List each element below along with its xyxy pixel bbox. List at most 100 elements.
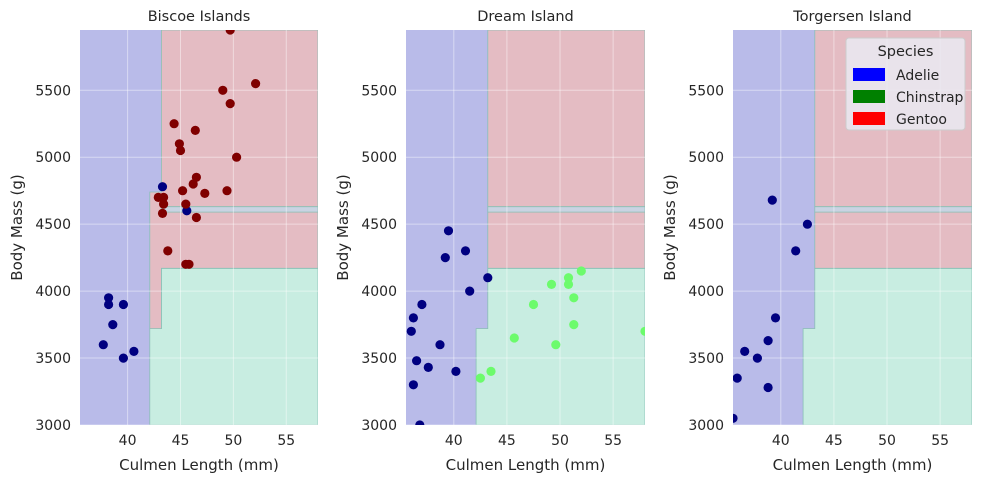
data-point-gentoo [251, 79, 261, 89]
legend-swatch-gentoo [853, 112, 885, 125]
x-axis-label: Culmen Length (mm) [119, 456, 279, 474]
data-point-gentoo [178, 186, 188, 196]
y-tick-label: 5500 [688, 83, 724, 99]
y-tick-label: 5500 [361, 83, 397, 99]
data-point-adelie [412, 356, 422, 366]
data-point-gentoo [222, 186, 232, 196]
y-tick-label: 4000 [688, 284, 724, 300]
data-point-gentoo [191, 212, 201, 223]
data-point-chinstrap [475, 373, 485, 383]
data-point-gentoo [200, 188, 210, 198]
y-tick-label: 4500 [361, 217, 397, 233]
y-tick-label: 5000 [361, 150, 397, 166]
data-point-adelie [435, 340, 445, 350]
legend-label-adelie: Adelie [896, 68, 939, 84]
data-point-adelie [406, 326, 416, 336]
region-gentoo [814, 211, 972, 269]
data-point-adelie [104, 293, 114, 303]
data-point-gentoo [225, 99, 235, 109]
data-point-gentoo [163, 246, 173, 256]
data-point-gentoo [175, 145, 186, 156]
y-axis-label: Body Mass (g) [661, 174, 679, 280]
y-tick-label: 4000 [35, 284, 71, 300]
x-tick-label: 55 [604, 433, 622, 449]
data-point-adelie [415, 420, 425, 425]
region-gentoo-upper [487, 30, 645, 208]
x-tick-label: 40 [445, 433, 463, 449]
data-point-adelie [157, 182, 168, 192]
data-point-adelie [763, 382, 773, 393]
region-chinstrap [802, 267, 972, 425]
data-point-chinstrap [563, 273, 574, 283]
data-point-adelie [740, 346, 750, 356]
data-point-chinstrap [569, 320, 579, 330]
y-tick-label: 3000 [361, 418, 397, 434]
region-chinstrap [149, 267, 318, 425]
data-point-gentoo [184, 259, 194, 269]
panel-title: Dream Island [477, 9, 574, 25]
data-point-gentoo [190, 125, 200, 135]
y-tick-label: 3500 [688, 351, 724, 367]
data-point-gentoo [181, 199, 191, 209]
data-point-adelie [118, 299, 128, 310]
region-boundary-strip [814, 206, 972, 213]
data-point-gentoo [169, 119, 179, 129]
y-tick-label: 4500 [35, 217, 71, 233]
y-tick-label: 5500 [35, 83, 71, 99]
x-tick-label: 50 [551, 433, 569, 449]
data-point-adelie [408, 380, 418, 390]
data-point-gentoo [157, 208, 168, 218]
panel-title: Biscoe Islands [148, 9, 251, 25]
data-point-adelie [451, 366, 461, 376]
y-tick-label: 4000 [361, 284, 397, 300]
legend-label-chinstrap: Chinstrap [896, 90, 964, 106]
x-tick-label: 45 [498, 433, 516, 449]
data-point-gentoo [218, 85, 228, 95]
data-point-adelie [417, 299, 427, 310]
data-point-adelie [802, 219, 813, 229]
legend-box [845, 37, 966, 131]
x-tick-label: 50 [878, 433, 896, 449]
plot-area [80, 30, 318, 425]
data-point-gentoo [191, 172, 201, 182]
x-tick-label: 40 [119, 433, 137, 449]
data-point-chinstrap [509, 333, 519, 343]
data-point-adelie [408, 313, 418, 323]
data-point-adelie [98, 340, 108, 350]
y-tick-label: 5000 [688, 150, 724, 166]
data-point-adelie [733, 413, 738, 423]
data-point-chinstrap [551, 340, 561, 350]
legend-title: Species [878, 44, 934, 60]
x-tick-label: 55 [277, 433, 295, 449]
plot-area [406, 30, 645, 425]
data-point-adelie [129, 346, 139, 356]
x-axis-label: Culmen Length (mm) [773, 456, 933, 474]
panel-title: Torgersen Island [792, 9, 911, 25]
data-point-adelie [440, 253, 450, 263]
y-tick-label: 3500 [361, 351, 397, 367]
x-tick-label: 55 [931, 433, 949, 449]
data-point-adelie [763, 336, 773, 346]
data-point-adelie [483, 273, 493, 283]
data-point-adelie [460, 246, 471, 256]
data-point-adelie [443, 226, 454, 236]
data-point-adelie [733, 373, 742, 383]
y-tick-label: 4500 [688, 217, 724, 233]
data-point-adelie [791, 246, 801, 256]
legend: Species Adelie Chinstrap Gentoo [845, 37, 966, 131]
data-point-adelie [423, 362, 433, 372]
data-point-chinstrap [576, 266, 586, 276]
x-tick-label: 50 [224, 433, 242, 449]
region-boundary-strip [487, 206, 645, 213]
data-point-adelie [767, 195, 777, 205]
panel-1: 40 45 50 55 3000 3500 4000 4500 5000 5500 Biscoe I… [8, 9, 318, 474]
data-point-adelie [752, 353, 763, 363]
x-axis-label: Culmen Length (mm) [446, 456, 606, 474]
data-point-chinstrap [640, 326, 645, 336]
region-gentoo [487, 211, 645, 269]
region-chinstrap [475, 267, 645, 425]
data-point-chinstrap [569, 293, 579, 303]
data-point-adelie [770, 313, 781, 323]
